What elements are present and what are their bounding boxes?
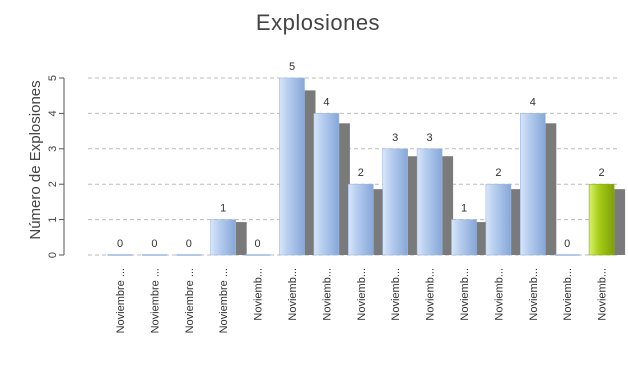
x-tick-label: Noviembre ...	[115, 268, 127, 333]
bar	[210, 219, 236, 256]
x-tick-label: Noviemb...	[356, 268, 368, 321]
data-label: 1	[461, 203, 467, 215]
y-tick-label: 3	[47, 146, 59, 152]
x-tick-label: Noviemb...	[390, 268, 402, 321]
data-label: 0	[117, 238, 123, 250]
y-tick-label: 1	[47, 217, 59, 223]
y-tick-label: 0	[47, 252, 59, 258]
data-label: 3	[427, 132, 433, 144]
bar-group: 1	[210, 203, 247, 256]
x-tick-label: Noviemb...	[321, 268, 333, 321]
bar-group: 0	[107, 238, 133, 256]
bar-group: 0	[245, 238, 271, 256]
y-axis: 0 1 2 3 4 5	[47, 75, 65, 258]
bar-group: 0	[176, 238, 202, 256]
data-label: 4	[323, 96, 329, 108]
bar-shadow	[614, 189, 626, 255]
x-tick-label: Noviemb...	[253, 268, 265, 321]
bar-group: 4	[313, 96, 350, 256]
bar	[382, 148, 409, 256]
chart-title: Explosiones	[256, 10, 380, 35]
bar-highlighted	[588, 183, 615, 256]
bar-shadow	[338, 123, 350, 255]
x-tick-label: Noviembre ...	[149, 268, 161, 333]
bar-shadow	[545, 123, 557, 255]
bar	[313, 113, 340, 256]
data-label: 2	[495, 167, 501, 179]
data-label: 0	[186, 238, 192, 250]
data-label: 0	[255, 238, 261, 250]
bar-group: 0	[554, 238, 580, 256]
x-tick-label: Noviemb...	[562, 268, 574, 321]
bar-group: 5	[279, 61, 316, 256]
bar	[519, 113, 546, 256]
data-label: 0	[151, 238, 157, 250]
bar-shadow	[235, 222, 247, 255]
x-tick-label: Noviemb...	[459, 268, 471, 321]
bar-shadow	[476, 222, 488, 255]
bar-group: 3	[382, 132, 419, 256]
x-tick-label: Noviembre ...	[184, 268, 196, 333]
data-label: 2	[599, 167, 605, 179]
x-tick-label: Noviemb...	[597, 268, 609, 321]
y-tick-label: 2	[47, 181, 59, 187]
bar-shadow	[442, 156, 454, 255]
y-tick-label: 5	[47, 75, 59, 81]
bar	[451, 219, 477, 256]
data-label: 2	[358, 167, 364, 179]
x-tick-label: Noviemb...	[425, 268, 437, 321]
data-label: 3	[392, 132, 398, 144]
x-axis: Noviembre ... Noviembre ... Noviembre ... N…	[115, 268, 609, 333]
bar-group: 2	[588, 167, 626, 256]
bar	[279, 77, 305, 256]
bar-shadow	[304, 90, 316, 255]
x-tick-label: Noviemb...	[287, 268, 299, 321]
bar-group: 3	[416, 132, 454, 256]
x-tick-label: Noviembre ...	[218, 268, 230, 333]
x-tick-label: Noviemb...	[528, 268, 540, 321]
data-label: 0	[564, 238, 570, 250]
y-tick-label: 4	[47, 110, 59, 116]
bars: 0 0 0 1 0 5 4 2 3 3 1 2 4 0 2	[107, 61, 626, 256]
bar-shadow	[510, 189, 522, 255]
bar-group: 0	[141, 238, 167, 256]
bar-group: 4	[519, 96, 557, 256]
bar-shadow	[407, 156, 419, 255]
bar-shadow	[373, 189, 385, 255]
bar-group: 2	[485, 167, 522, 256]
bar	[485, 183, 512, 256]
bar	[347, 183, 374, 256]
y-axis-label: Número de Explosiones	[27, 80, 44, 239]
data-label: 4	[530, 96, 536, 108]
data-label: 5	[289, 61, 295, 73]
bar-group: 1	[451, 203, 488, 256]
x-tick-label: Noviemb...	[493, 268, 505, 321]
bar	[416, 148, 443, 256]
data-label: 1	[220, 203, 226, 215]
bar-group: 2	[347, 167, 385, 256]
